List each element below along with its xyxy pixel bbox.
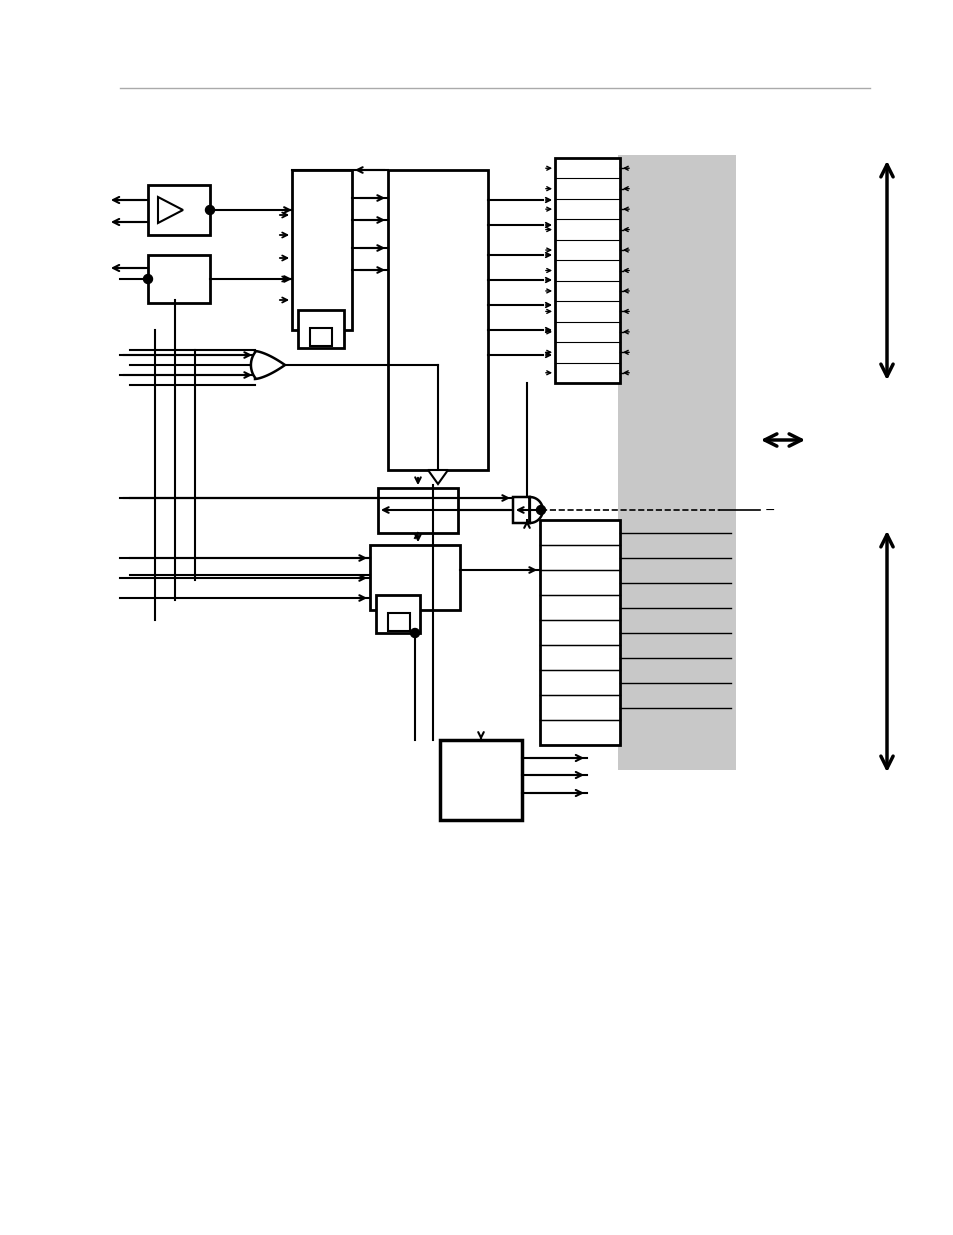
Circle shape — [205, 205, 214, 215]
Bar — [618, 156, 735, 769]
Bar — [148, 254, 210, 303]
Circle shape — [536, 505, 545, 515]
Bar — [539, 520, 619, 745]
Bar — [388, 170, 488, 471]
Bar — [377, 488, 457, 534]
Bar — [310, 329, 332, 346]
Bar — [292, 170, 352, 330]
Polygon shape — [513, 496, 542, 522]
Bar — [370, 545, 459, 610]
Polygon shape — [428, 471, 448, 484]
Polygon shape — [251, 351, 285, 379]
Bar — [375, 595, 419, 634]
Circle shape — [143, 274, 152, 284]
Bar — [388, 613, 410, 631]
Text: −: − — [764, 504, 775, 516]
Bar — [439, 740, 521, 820]
Circle shape — [410, 629, 419, 637]
Bar — [148, 185, 210, 235]
Bar — [297, 310, 344, 348]
Polygon shape — [158, 198, 183, 224]
Bar — [555, 158, 619, 383]
